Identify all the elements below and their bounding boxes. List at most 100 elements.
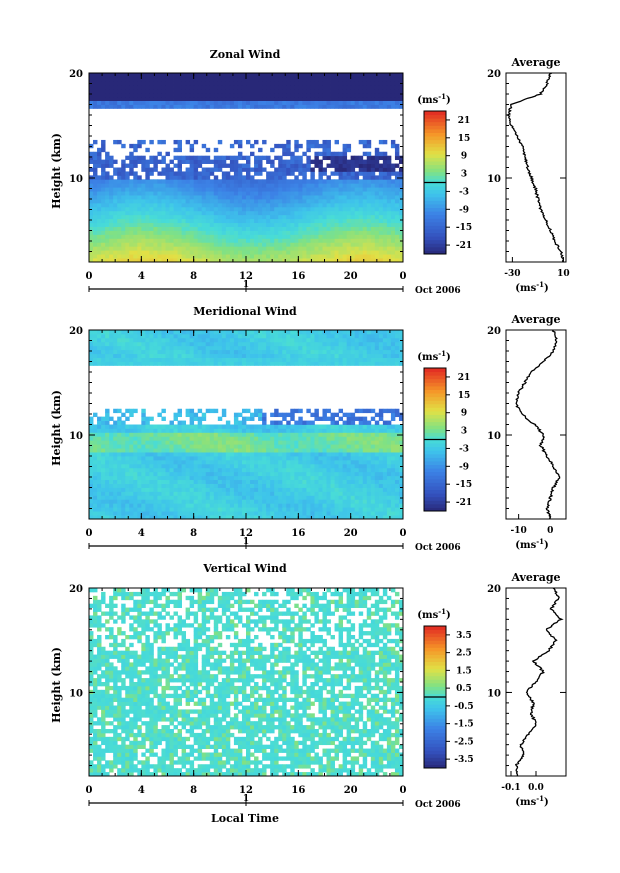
heatmap-cell bbox=[350, 416, 356, 421]
heatmap-cell bbox=[129, 179, 134, 184]
heatmap-cell bbox=[97, 84, 102, 90]
heatmap-cell bbox=[141, 163, 146, 168]
heatmap-cell bbox=[274, 444, 279, 449]
heatmap-cell bbox=[117, 452, 122, 457]
heatmap-cell bbox=[213, 499, 219, 504]
heatmap-cell bbox=[89, 507, 94, 512]
heatmap-cell bbox=[157, 84, 162, 90]
heatmap-cell bbox=[314, 222, 319, 227]
heatmap-cell bbox=[237, 459, 243, 465]
heatmap-cell bbox=[125, 250, 130, 255]
heatmap-cell bbox=[270, 175, 275, 180]
heatmap-cell bbox=[185, 230, 191, 235]
heatmap-cell bbox=[141, 230, 146, 235]
heatmap-cell bbox=[89, 230, 94, 235]
heatmap-cell bbox=[322, 448, 327, 453]
heatmap-cell bbox=[149, 202, 154, 208]
heatmap-cell bbox=[390, 491, 396, 496]
heatmap-cell bbox=[338, 76, 344, 82]
heatmap-cell bbox=[225, 463, 231, 469]
heatmap-cell bbox=[374, 471, 380, 477]
heatmap-cell bbox=[250, 444, 255, 449]
heatmap-cell bbox=[133, 104, 138, 109]
heatmap-cell bbox=[137, 159, 142, 164]
heatmap-cell bbox=[298, 416, 303, 421]
heatmap-cell bbox=[209, 424, 215, 429]
heatmap-cell bbox=[177, 479, 182, 484]
heatmap-cell bbox=[189, 214, 195, 220]
heatmap-cell bbox=[354, 183, 360, 188]
heatmap-cell bbox=[241, 452, 247, 457]
heatmap-cell bbox=[229, 222, 235, 227]
heatmap-cell bbox=[205, 432, 211, 437]
heatmap-cell bbox=[113, 80, 118, 86]
heatmap-cell bbox=[153, 483, 158, 488]
heatmap-cell bbox=[157, 183, 162, 188]
heatmap-cell bbox=[241, 258, 247, 263]
heatmap-cell bbox=[266, 246, 271, 251]
heatmap-cell bbox=[205, 436, 211, 441]
heatmap-cell bbox=[193, 195, 199, 200]
heatmap-cell bbox=[233, 187, 239, 192]
heatmap-cell bbox=[290, 238, 295, 243]
heatmap-cell bbox=[294, 258, 299, 263]
heatmap-cell bbox=[201, 503, 207, 508]
heatmap-cell bbox=[237, 432, 243, 437]
heatmap-cell bbox=[386, 448, 392, 453]
heatmap-cell bbox=[189, 238, 195, 243]
heatmap-cell bbox=[201, 440, 207, 445]
heatmap-cell bbox=[149, 167, 154, 172]
heatmap-cell bbox=[258, 96, 263, 101]
heatmap-cell bbox=[89, 416, 94, 421]
heatmap-cell bbox=[217, 471, 223, 477]
heatmap-cell bbox=[310, 448, 315, 453]
heatmap-cell bbox=[197, 246, 203, 251]
heatmap-cell bbox=[294, 452, 299, 457]
heatmap-cell bbox=[145, 167, 150, 172]
heatmap-cell bbox=[386, 511, 392, 516]
average-unit-label: (ms-1) bbox=[515, 280, 548, 294]
heatmap-cell bbox=[225, 234, 231, 239]
heatmap-cell bbox=[221, 183, 227, 188]
heatmap-cell bbox=[290, 258, 295, 263]
heatmap-cell bbox=[105, 428, 110, 433]
heatmap-cell bbox=[197, 483, 203, 488]
heatmap-cell bbox=[250, 191, 255, 196]
heatmap-cell bbox=[209, 179, 215, 184]
heatmap-cell bbox=[374, 84, 380, 90]
heatmap-cell bbox=[169, 195, 174, 200]
heatmap-cell bbox=[246, 448, 251, 453]
heatmap-cell bbox=[121, 436, 126, 441]
heatmap-cell bbox=[185, 507, 191, 512]
heatmap-cell bbox=[266, 479, 271, 484]
heatmap-cell bbox=[209, 471, 215, 477]
colorbar-segment bbox=[424, 139, 446, 144]
heatmap-cell bbox=[209, 199, 215, 204]
heatmap-cell bbox=[193, 234, 199, 239]
heatmap-cell bbox=[282, 191, 287, 196]
heatmap-cell bbox=[129, 210, 134, 216]
heatmap-cell bbox=[177, 199, 182, 204]
heatmap-cell bbox=[169, 218, 174, 224]
heatmap-cell bbox=[314, 218, 319, 224]
heatmap-cell bbox=[217, 475, 223, 481]
heatmap-cell bbox=[149, 226, 154, 231]
heatmap-cell bbox=[93, 515, 98, 520]
heatmap-cell bbox=[193, 202, 199, 208]
heatmap-cell bbox=[290, 487, 295, 492]
heatmap-cell bbox=[350, 222, 356, 227]
heatmap-cell bbox=[342, 80, 348, 86]
heatmap-cell bbox=[209, 440, 215, 445]
heatmap-cell bbox=[177, 467, 182, 473]
heatmap-cell bbox=[173, 179, 178, 184]
heatmap-cell bbox=[334, 191, 339, 196]
heatmap-cell bbox=[141, 218, 146, 224]
heatmap-cell bbox=[241, 246, 247, 251]
heatmap-cell bbox=[366, 507, 372, 512]
heatmap-cell bbox=[145, 100, 150, 105]
heatmap-cell bbox=[101, 202, 106, 208]
heatmap-cell bbox=[121, 96, 126, 101]
heatmap-cell bbox=[394, 171, 400, 176]
heatmap-cell bbox=[374, 463, 380, 469]
heatmap-cell bbox=[334, 428, 339, 433]
